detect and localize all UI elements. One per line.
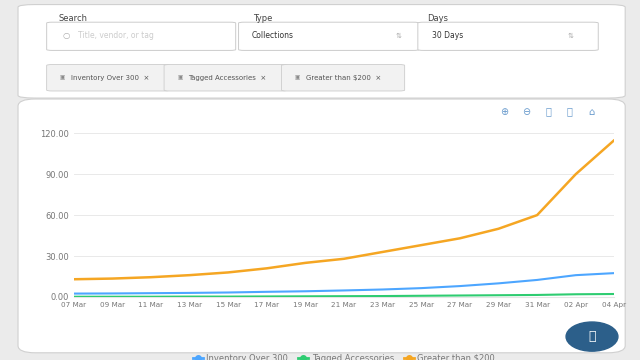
Text: Days: Days [428, 14, 449, 23]
Text: ⌕: ⌕ [545, 107, 551, 117]
Text: Title, vendor, or tag: Title, vendor, or tag [78, 31, 154, 40]
FancyBboxPatch shape [418, 22, 598, 50]
Circle shape [566, 322, 618, 351]
Text: 💬: 💬 [588, 330, 596, 343]
FancyBboxPatch shape [18, 99, 625, 353]
Text: Greater than $200  ×: Greater than $200 × [305, 75, 381, 81]
FancyBboxPatch shape [239, 22, 419, 50]
Text: ▣: ▣ [177, 75, 182, 80]
Text: Collections: Collections [252, 31, 294, 40]
FancyBboxPatch shape [282, 64, 404, 91]
Text: ⊕: ⊕ [500, 107, 509, 117]
FancyBboxPatch shape [18, 5, 625, 98]
Text: Tagged Accessories  ×: Tagged Accessories × [188, 75, 266, 81]
Text: ○: ○ [63, 31, 70, 40]
Text: Inventory Over 300  ×: Inventory Over 300 × [70, 75, 149, 81]
Text: ⌂: ⌂ [589, 107, 595, 117]
FancyBboxPatch shape [47, 22, 236, 50]
Legend: Inventory Over 300, Tagged Accessories, Greater than $200: Inventory Over 300, Tagged Accessories, … [189, 350, 499, 360]
Text: ⬛: ⬛ [567, 107, 573, 117]
Text: 30 Days: 30 Days [431, 31, 463, 40]
Text: ⇅: ⇅ [396, 33, 402, 39]
Text: ⊖: ⊖ [522, 107, 531, 117]
Text: Type: Type [253, 14, 272, 23]
FancyBboxPatch shape [164, 64, 287, 91]
Text: ▣: ▣ [60, 75, 65, 80]
Text: ▣: ▣ [294, 75, 300, 80]
FancyBboxPatch shape [47, 64, 170, 91]
Text: Search: Search [58, 14, 87, 23]
Text: ⇅: ⇅ [568, 33, 574, 39]
